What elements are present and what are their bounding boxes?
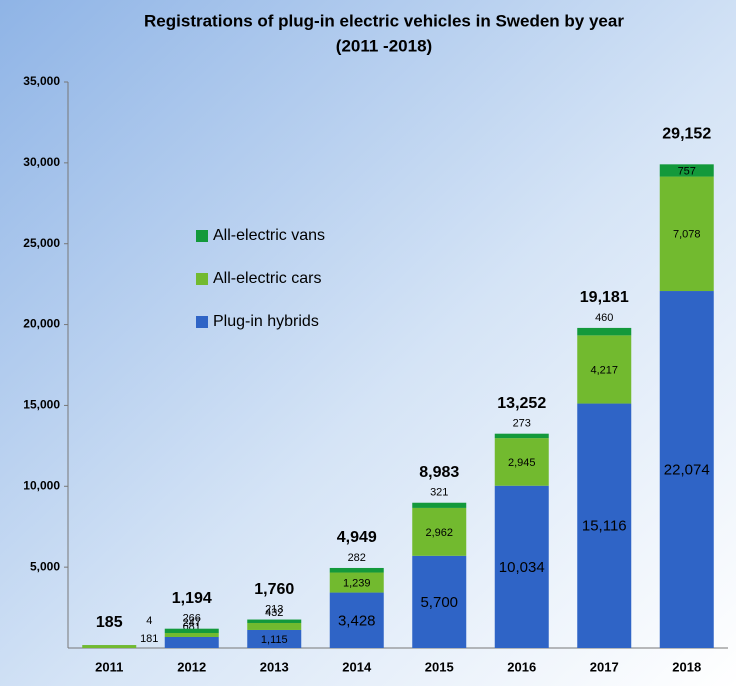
x-tick-label: 2017 [590, 659, 619, 674]
bar-segment [494, 433, 549, 439]
bar-segment [659, 291, 714, 648]
total-label: 1,194 [172, 590, 212, 607]
data-label: 266 [183, 613, 201, 625]
bar-segment [494, 438, 549, 486]
legend-swatch [196, 230, 208, 242]
data-label: 247 [183, 617, 201, 629]
bar-segment [329, 592, 384, 648]
y-tick-label: 35,000 [23, 74, 60, 88]
chart-subtitle: (2011 -2018) [336, 36, 432, 55]
x-tick-label: 2012 [177, 659, 206, 674]
data-label: 22,074 [664, 461, 710, 478]
data-label: 432 [265, 607, 283, 619]
data-label: 757 [678, 165, 696, 177]
bar-segment [494, 485, 549, 648]
data-label: 5,700 [420, 594, 458, 611]
total-label: 185 [96, 614, 123, 631]
bar-segment [412, 502, 467, 508]
total-label: 29,152 [662, 126, 711, 143]
bar-segment [577, 335, 632, 404]
data-label: 213 [265, 603, 283, 615]
bar-segment [412, 555, 467, 648]
chart-title: Registrations of plug-in electric vehicl… [144, 11, 624, 30]
x-tick-label: 2016 [507, 659, 536, 674]
bar-segment [659, 164, 714, 177]
total-label: 19,181 [580, 289, 629, 306]
data-label: 1,239 [343, 577, 371, 589]
data-label: 273 [513, 418, 531, 430]
bar-segment [659, 176, 714, 292]
bar-segment [82, 645, 137, 648]
x-tick-label: 2018 [672, 659, 701, 674]
data-label: 2,962 [425, 527, 453, 539]
bar-segment [164, 632, 219, 637]
bar-segment [329, 567, 384, 573]
legend-swatch [196, 316, 208, 328]
bar-segment [577, 403, 632, 648]
data-label: 7,078 [673, 229, 701, 241]
data-label: 321 [430, 487, 448, 499]
total-label: 13,252 [497, 395, 546, 412]
x-tick-label: 2013 [260, 659, 289, 674]
y-tick-label: 10,000 [23, 478, 60, 492]
bar-segment [412, 507, 467, 556]
total-label: 1,760 [254, 581, 294, 598]
bar-segment [247, 619, 302, 623]
data-label: 2,945 [508, 457, 536, 469]
data-label: 3,428 [338, 612, 376, 629]
bar-segment [164, 636, 219, 648]
legend-label: All-electric vans [213, 227, 325, 244]
bar-segment [247, 622, 302, 630]
x-tick-label: 2011 [95, 659, 123, 674]
legend-label: Plug-in hybrids [213, 313, 319, 330]
data-label: 282 [348, 552, 366, 564]
x-tick-label: 2014 [342, 659, 372, 674]
x-tick-label: 2015 [425, 659, 454, 674]
data-label: 4,217 [590, 364, 618, 376]
y-tick-label: 5,000 [30, 559, 60, 573]
bar-segment [329, 572, 384, 593]
y-tick-label: 30,000 [23, 155, 60, 169]
bar-segment [577, 327, 632, 336]
y-tick-label: 15,000 [23, 398, 60, 412]
data-label: 4 [146, 615, 152, 627]
legend-swatch [196, 273, 208, 285]
data-label: 1,115 [261, 634, 288, 646]
total-label: 4,949 [337, 529, 377, 546]
y-tick-label: 25,000 [23, 236, 60, 250]
y-tick-label: 20,000 [23, 317, 60, 331]
data-label: 10,034 [499, 559, 545, 576]
data-label: 181 [140, 633, 158, 645]
legend-label: All-electric cars [213, 270, 321, 287]
bar-segment [164, 628, 219, 633]
data-label: 15,116 [582, 518, 627, 535]
bar-segment [247, 629, 302, 648]
total-label: 8,983 [419, 464, 459, 481]
data-label: 460 [595, 312, 613, 324]
